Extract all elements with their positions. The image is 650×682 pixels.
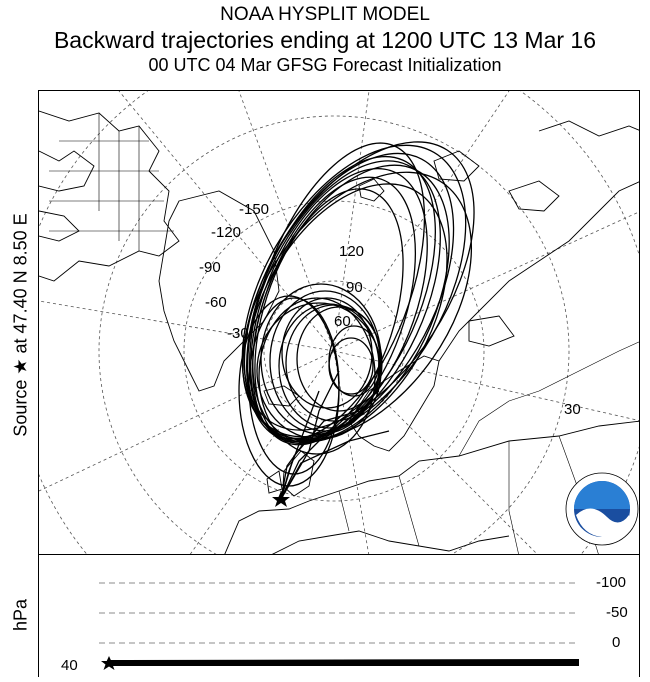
title-initialization: 00 UTC 04 Mar GFSG Forecast Initializati… [148,55,502,75]
lon-label-minus120: -120 [211,224,242,241]
trajectory-map: -150 -120 -90 -60 -30 120 90 60 30 noaa [38,90,640,555]
title-trajectories: Backward trajectories ending at 1200 UTC… [53,27,597,53]
map-svg [39,91,639,554]
altitude-panel: -100 -50 0 40 [38,555,640,677]
pressure-tick-minus50: -50 [606,604,628,621]
altitude-star-icon [101,656,117,670]
source-location-label: Source ★ at 47.40 N 8.50 E [6,100,36,550]
lon-label-120: 120 [339,243,365,260]
pressure-tick-minus100: -100 [596,574,627,591]
altitude-unit-label: hPa [6,555,36,675]
altitude-svg [99,582,580,670]
lon-label-minus150: -150 [239,201,270,218]
pressure-tick-0: 0 [612,634,621,651]
altitude-trajectories [108,659,580,666]
trajectories [238,141,475,500]
lon-label-minus30: -30 [227,325,249,342]
altitude-unit-text: hPa [10,598,31,632]
source-star-icon [272,491,290,507]
noaa-logo-icon [565,472,639,546]
title-model: NOAA HYSPLIT MODEL [220,4,430,25]
lon-label-minus60: -60 [205,294,227,311]
lon-label-60: 60 [334,313,351,330]
pressure-start-label: 40 [61,657,78,674]
lon-label-minus90: -90 [199,259,221,276]
altitude-gridlines [99,582,579,644]
lon-label-30: 30 [564,401,581,418]
lon-label-90: 90 [346,279,363,296]
source-location-text: Source ★ at 47.40 N 8.50 E [10,213,31,437]
